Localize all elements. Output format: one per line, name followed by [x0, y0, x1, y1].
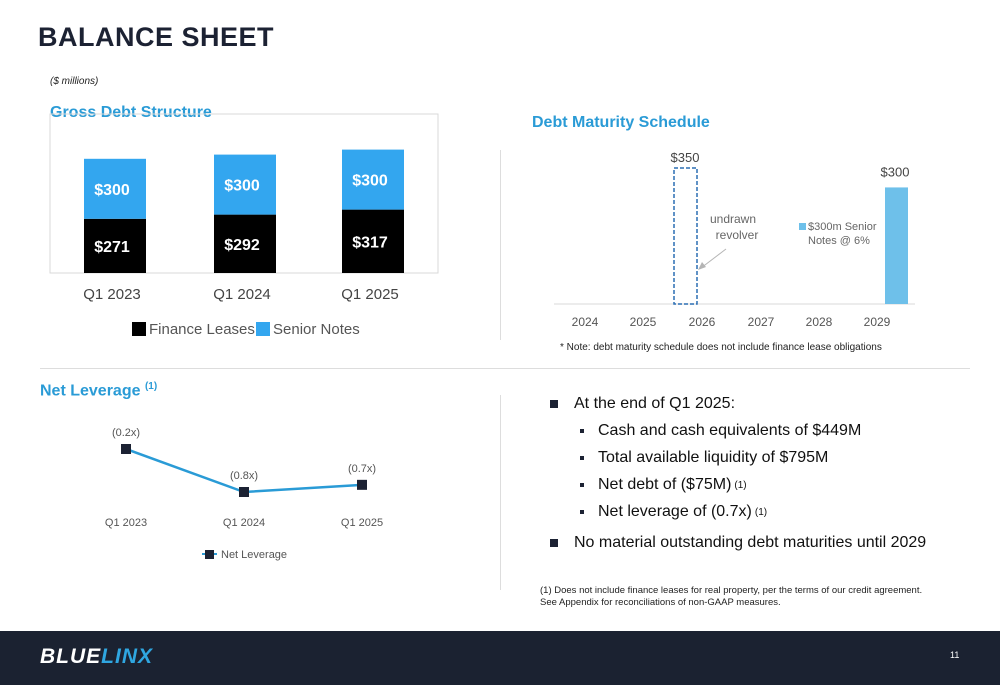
net-leverage-point	[357, 479, 367, 490]
maturity-note: * Note: debt maturity schedule does not …	[560, 342, 882, 353]
revolver-annotation-line2: revolver	[716, 228, 759, 242]
category-label: Q1 2025	[341, 286, 399, 303]
bullet-sub-3-text: Net debt of ($75M)	[598, 476, 732, 493]
bar-senior-notes-2029	[885, 187, 908, 304]
category-label: 2024	[572, 315, 599, 329]
bullet-sub-3-sup: (1)	[734, 479, 747, 491]
logo-part-1: BLUE	[40, 645, 102, 668]
bullet-main-2: No material outstanding debt maturities …	[550, 534, 926, 552]
category-label: Q1 2023	[105, 517, 147, 529]
category-label: Q1 2023	[83, 286, 141, 303]
net-leverage-chart: (0.2x) (0.8x) (0.7x) Q1 2023 Q1 2024 Q1 2025…	[105, 427, 383, 561]
gross-debt-chart: $271 $300 $292 $300 $317 $300 Q1 2023 Q1 2024 Q…	[49, 113, 439, 338]
category-label: 2025	[630, 315, 657, 329]
data-label-finance-leases: $271	[94, 239, 130, 256]
bullet-sub-4: Net leverage of (0.7x) (1)	[580, 502, 926, 522]
bar-finance-leases	[342, 209, 404, 273]
bullet-main-1-text: At the end of Q1 2025:	[574, 395, 736, 412]
revolver-annotation-line1: undrawn	[710, 212, 756, 226]
net-leverage-title-sup: (1)	[144, 381, 158, 392]
data-label-revolver: $350	[671, 150, 700, 165]
revolver-arrow-head	[698, 262, 706, 270]
legend-label-finance-leases: Finance Leases	[149, 321, 255, 338]
legend-label-net-leverage: Net Leverage	[221, 549, 287, 561]
bar-finance-leases	[214, 214, 276, 273]
bullet-sub-3: Net debt of ($75M) (1)	[580, 475, 926, 495]
legend-swatch-senior-notes	[256, 322, 270, 336]
bullet-sub-4-sup: (1)	[754, 506, 768, 518]
divider-horizontal	[40, 368, 970, 369]
divider-bottom	[500, 395, 501, 590]
category-label: Q1 2024	[223, 517, 265, 529]
bullet-main-2-text: No material outstanding debt maturities …	[574, 534, 927, 551]
bar-senior-notes	[214, 154, 276, 215]
bullet-square-icon	[580, 429, 584, 433]
bullet-square-icon	[580, 456, 584, 460]
data-label-senior-notes: $300	[881, 164, 910, 179]
data-label-senior-notes: $300	[224, 178, 260, 195]
bullet-sub-2-text: Total available liquidity of $795M	[598, 449, 829, 466]
data-label-finance-leases: $292	[224, 237, 260, 254]
data-label-senior-notes: $300	[352, 173, 388, 190]
bullet-square-icon	[580, 510, 584, 514]
revolver-arrow-line	[700, 248, 727, 269]
divider-top	[500, 150, 501, 340]
category-label: Q1 2024	[213, 286, 271, 303]
legend-label-senior-notes: Senior Notes	[273, 321, 360, 338]
maturity-chart: $350 $300 2024 2025 2026 2027 2028 2029 undraw…	[554, 150, 915, 329]
key-points: At the end of Q1 2025: Cash and cash equ…	[550, 395, 926, 560]
net-leverage-title: Net Leverage (1)	[40, 381, 157, 400]
bar-senior-notes	[84, 158, 146, 219]
bluelinx-logo: BLUELINX	[40, 645, 153, 669]
net-leverage-point	[239, 487, 249, 497]
bullet-square-icon	[550, 539, 558, 547]
bullet-sub-1-text: Cash and cash equivalents of $449M	[598, 422, 862, 439]
bullet-sub-4-text: Net leverage of (0.7x)	[598, 503, 752, 520]
logo-part-2: LINX	[101, 645, 154, 668]
net-leverage-title-text: Net Leverage	[40, 382, 141, 400]
footer-bar	[0, 631, 1000, 685]
bullet-sub-1: Cash and cash equivalents of $449M	[580, 421, 926, 441]
footnote-line-2: See Appendix for reconciliations of non-…	[540, 597, 781, 608]
footnote-line-1: (1) Does not include finance leases for …	[540, 585, 923, 596]
bullet-square-icon	[550, 400, 558, 408]
category-label: 2028	[806, 315, 833, 329]
bar-undrawn-revolver	[673, 167, 698, 305]
legend-label-line1: $300m Senior	[808, 221, 877, 233]
bar-finance-leases	[84, 218, 146, 273]
page-title: BALANCE SHEET	[38, 22, 275, 52]
net-leverage-point	[121, 444, 131, 454]
bullet-square-icon	[580, 483, 584, 487]
data-label-net-leverage: (0.2x)	[112, 427, 140, 439]
data-label-senior-notes: $300	[94, 182, 130, 199]
bar-senior-notes	[342, 149, 404, 210]
footnote: (1) Does not include finance leases for …	[540, 585, 922, 609]
data-label-net-leverage: (0.7x)	[348, 463, 376, 475]
data-label-net-leverage: (0.8x)	[230, 470, 258, 482]
gross-debt-title: Gross Debt Structure	[50, 104, 212, 121]
legend-swatch-finance-leases	[132, 322, 146, 336]
legend-swatch-senior-notes	[799, 223, 806, 230]
data-label-finance-leases: $317	[352, 234, 388, 251]
category-label: 2029	[864, 315, 891, 329]
page-number: 11	[950, 650, 960, 660]
category-label: Q1 2025	[341, 517, 383, 529]
bullet-sub-2: Total available liquidity of $795M	[580, 448, 926, 468]
units-label: ($ millions)	[50, 76, 99, 87]
legend-label-line2: Notes @ 6%	[808, 235, 870, 247]
category-label: 2026	[689, 315, 716, 329]
legend-marker-net-leverage	[205, 550, 214, 559]
maturity-title: Debt Maturity Schedule	[532, 114, 710, 131]
bullet-main-1: At the end of Q1 2025:	[550, 395, 926, 413]
category-label: 2027	[748, 315, 775, 329]
